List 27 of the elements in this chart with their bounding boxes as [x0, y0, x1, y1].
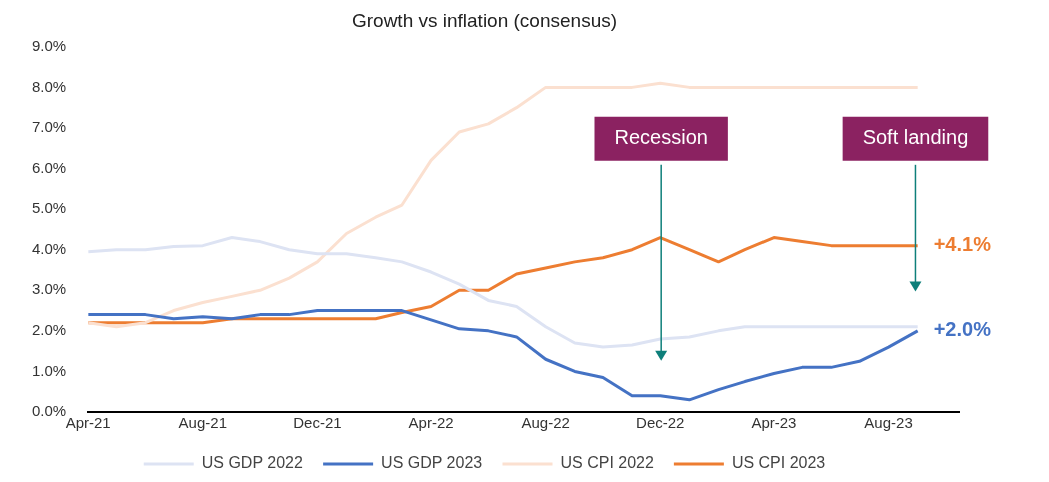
x-tick-label: Aug-21 — [178, 414, 227, 432]
x-tick-label: Dec-22 — [636, 414, 685, 432]
y-tick-label: 6.0% — [31, 158, 67, 176]
chart-title: Growth vs inflation (consensus) — [351, 9, 618, 31]
x-tick-label: Aug-23 — [864, 414, 913, 432]
annotation: Recession — [614, 126, 708, 149]
legend-label: US CPI 2022 — [560, 454, 654, 472]
legend-label: US GDP 2022 — [201, 454, 303, 472]
y-tick-label: 2.0% — [31, 320, 67, 338]
y-tick-label: 3.0% — [31, 280, 67, 298]
y-tick-label: 8.0% — [31, 77, 67, 95]
x-tick-label: Dec-21 — [293, 414, 342, 432]
y-tick-label: 4.0% — [31, 239, 67, 257]
x-tick-label: Apr-23 — [751, 414, 797, 432]
x-tick-label: Apr-21 — [65, 414, 111, 432]
y-tick-label: 7.0% — [31, 118, 67, 136]
x-tick-label: Apr-22 — [408, 414, 454, 432]
legend-label: US CPI 2023 — [731, 454, 826, 472]
y-tick-label: 5.0% — [31, 199, 67, 217]
y-tick-label: 0.0% — [31, 402, 67, 420]
data-label: +2.0% — [933, 318, 992, 341]
x-tick-label: Aug-22 — [521, 414, 570, 432]
y-tick-label: 9.0% — [31, 36, 67, 54]
y-tick-label: 1.0% — [31, 361, 67, 379]
data-label: +4.1% — [933, 233, 992, 256]
legend-label: US GDP 2023 — [381, 454, 483, 472]
annotation: Soft landing — [862, 126, 969, 149]
